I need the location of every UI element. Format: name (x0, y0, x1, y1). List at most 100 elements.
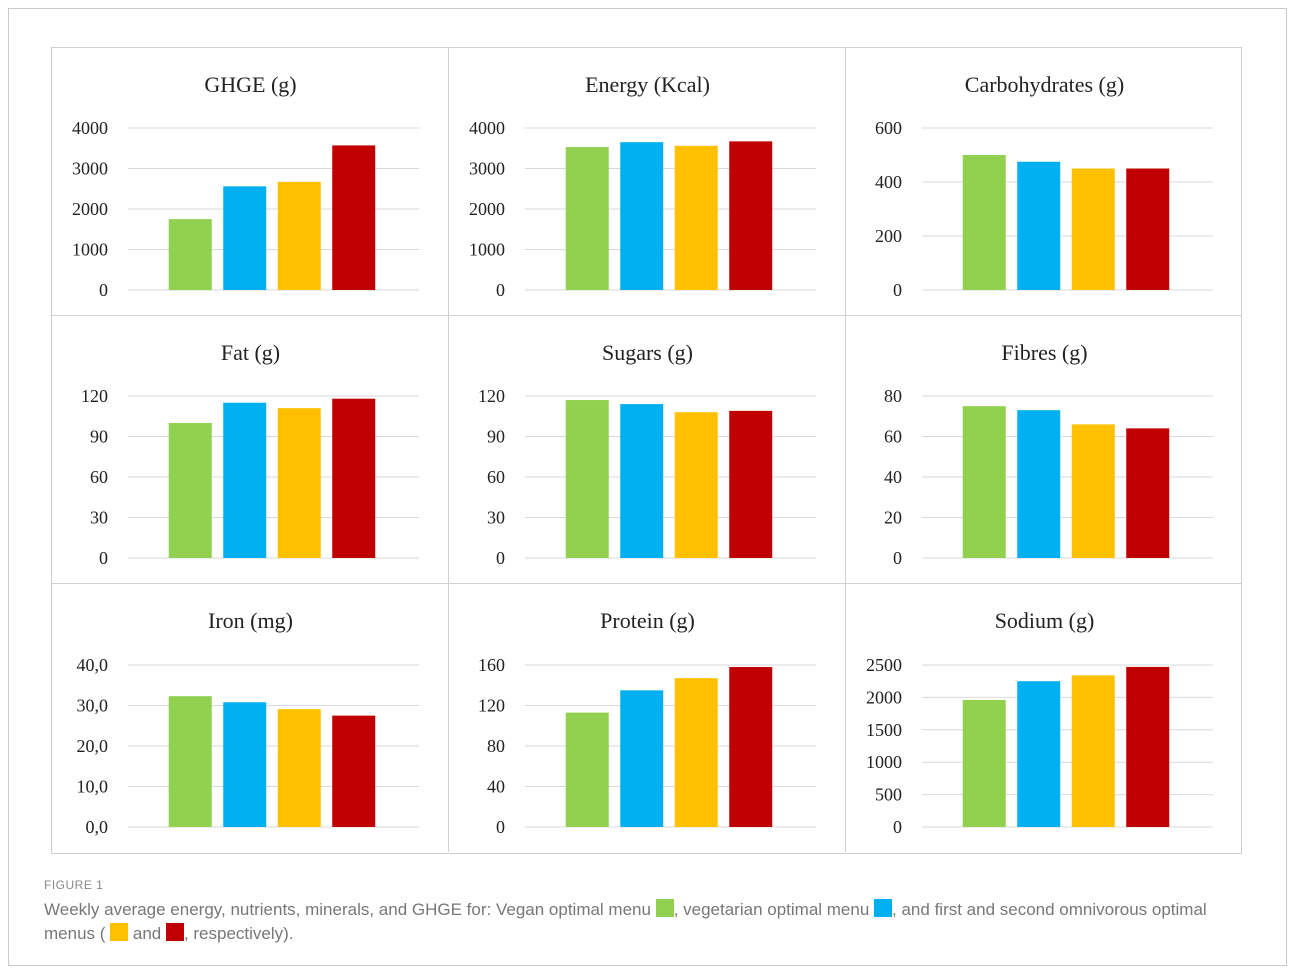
y-tick-label: 20,0 (77, 736, 109, 756)
y-tick-label: 90 (487, 427, 505, 447)
bar-chart: Carbohydrates (g) 0 200 400 600 (846, 48, 1243, 316)
bar (223, 403, 266, 558)
bar (223, 702, 266, 827)
bar (566, 147, 609, 290)
y-tick-label: 30,0 (77, 696, 109, 716)
chart-panel: Fibres (g) 0 20 40 60 80 (846, 316, 1242, 584)
legend-swatch (110, 923, 128, 941)
chart-panel: Carbohydrates (g) 0 200 400 600 (846, 48, 1242, 316)
y-tick-label: 0 (893, 548, 902, 568)
bar (169, 696, 212, 827)
y-tick-label: 0 (496, 280, 505, 300)
bar (1126, 169, 1169, 291)
y-tick-label: 1500 (866, 720, 902, 740)
legend-swatch (656, 899, 674, 917)
y-tick-label: 3000 (72, 159, 108, 179)
bar (169, 219, 212, 290)
y-tick-label: 60 (487, 467, 505, 487)
bar (332, 145, 375, 290)
bar (963, 700, 1006, 827)
bar (278, 709, 321, 827)
y-tick-label: 4000 (469, 118, 505, 138)
y-tick-label: 120 (478, 386, 505, 406)
bar (223, 186, 266, 290)
chart-title: Energy (Kcal) (585, 72, 710, 97)
bar (620, 142, 663, 290)
bar-chart: GHGE (g) 0 1000 2000 3000 4000 (52, 48, 449, 316)
chart-panel: Energy (Kcal) 0 1000 2000 3000 4000 (449, 48, 846, 316)
bar (278, 408, 321, 558)
y-tick-label: 0 (893, 817, 902, 837)
y-tick-label: 400 (875, 172, 902, 192)
chart-title: Carbohydrates (g) (965, 72, 1124, 97)
y-tick-label: 60 (90, 467, 108, 487)
y-tick-label: 1000 (866, 752, 902, 772)
caption-text: , vegetarian optimal menu (674, 900, 874, 919)
bar (1072, 169, 1115, 291)
chart-panel: Fat (g) 0 30 60 90 120 (52, 316, 449, 584)
bar (675, 146, 718, 290)
y-tick-label: 30 (487, 508, 505, 528)
y-tick-label: 40 (487, 777, 505, 797)
bar-chart: Sodium (g) 0 500 1000 1500 2000 2500 (846, 584, 1243, 853)
y-tick-label: 160 (478, 655, 505, 675)
bar-chart: Sugars (g) 0 30 60 90 120 (449, 316, 846, 584)
y-tick-label: 0 (893, 280, 902, 300)
y-tick-label: 120 (81, 386, 108, 406)
bar-chart: Protein (g) 0 40 80 120 160 (449, 584, 846, 853)
chart-panel: Sugars (g) 0 30 60 90 120 (449, 316, 846, 584)
chart-title: Sodium (g) (995, 608, 1095, 633)
y-tick-label: 30 (90, 508, 108, 528)
y-tick-label: 40,0 (77, 655, 109, 675)
y-tick-label: 10,0 (77, 777, 109, 797)
bar (1072, 424, 1115, 558)
bar-chart: Iron (mg)0,010,020,030,040,0 (52, 584, 449, 853)
bar (566, 400, 609, 558)
y-tick-label: 500 (875, 785, 902, 805)
y-tick-label: 20 (884, 508, 902, 528)
bar (1126, 428, 1169, 558)
y-tick-label: 2000 (469, 199, 505, 219)
chart-panel: Protein (g) 0 40 80 120 160 (449, 584, 846, 852)
chart-title: Protein (g) (600, 608, 695, 633)
y-tick-label: 2500 (866, 655, 902, 675)
bar (169, 423, 212, 558)
caption-text: and (128, 924, 166, 943)
caption-text: , respectively). (184, 924, 294, 943)
chart-title: Sugars (g) (602, 340, 693, 365)
y-tick-label: 0 (99, 280, 108, 300)
chart-panel: GHGE (g) 0 1000 2000 3000 4000 (52, 48, 449, 316)
bar (1072, 675, 1115, 827)
y-tick-label: 4000 (72, 118, 108, 138)
chart-title: GHGE (g) (204, 72, 296, 97)
y-tick-label: 80 (487, 736, 505, 756)
bar (332, 716, 375, 827)
y-tick-label: 200 (875, 226, 902, 246)
bar (729, 141, 772, 290)
bar (963, 155, 1006, 290)
y-tick-label: 600 (875, 118, 902, 138)
bar-chart: Fibres (g)020406080 (846, 316, 1243, 584)
y-tick-label: 80 (884, 386, 902, 406)
bar (1017, 162, 1060, 290)
bar (675, 412, 718, 558)
y-tick-label: 40 (884, 467, 902, 487)
y-tick-label: 3000 (469, 159, 505, 179)
y-tick-label: 0 (496, 817, 505, 837)
y-tick-label: 1000 (72, 240, 108, 260)
legend-swatch (166, 923, 184, 941)
caption-text: Weekly average energy, nutrients, minera… (44, 900, 656, 919)
y-tick-label: 1000 (469, 240, 505, 260)
y-tick-label: 60 (884, 427, 902, 447)
chart-panel: Sodium (g) 0 500 1000 1500 2000 2500 (846, 584, 1242, 852)
bar (675, 678, 718, 827)
y-tick-label: 90 (90, 427, 108, 447)
bar (1126, 667, 1169, 827)
bar (620, 404, 663, 558)
figure-caption: Weekly average energy, nutrients, minera… (44, 898, 1244, 946)
bar (278, 182, 321, 290)
legend-swatch (874, 899, 892, 917)
bar (963, 406, 1006, 558)
y-tick-label: 2000 (866, 687, 902, 707)
chart-grid: GHGE (g) 0 1000 2000 3000 4000 Energy (Kcal) 0 1… (51, 47, 1242, 854)
